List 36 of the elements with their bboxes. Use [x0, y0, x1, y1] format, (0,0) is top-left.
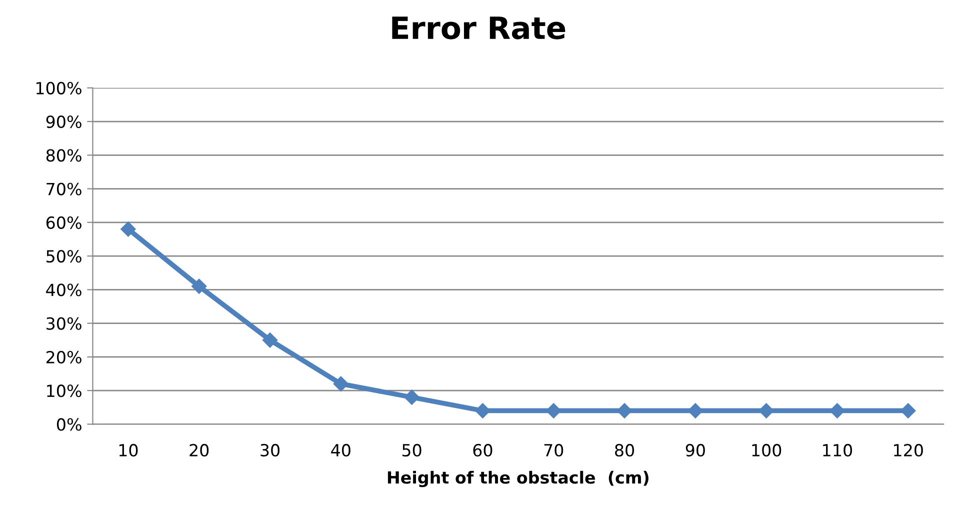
x-tick-label: 30 [260, 444, 280, 457]
y-tick-label: 50% [46, 250, 82, 263]
x-tick-label: 110 [823, 444, 852, 457]
x-tick-label: 70 [544, 444, 564, 457]
chart-title: Error Rate [392, 16, 566, 40]
y-tick-label: 100% [36, 82, 82, 94]
y-tick-label: 30% [46, 317, 82, 330]
y-tick-label: 40% [46, 284, 82, 296]
point [688, 403, 703, 418]
point [758, 403, 774, 418]
point [333, 376, 348, 392]
point [404, 390, 420, 405]
y-tick-label: 0% [56, 418, 82, 431]
x-tick-label: 100 [752, 444, 782, 457]
y-tick-label: 70% [46, 182, 82, 196]
point [475, 403, 490, 418]
y-tick-label: 90% [46, 115, 82, 128]
x-axis-title: Height of the obstacle (cm) [388, 470, 648, 488]
point [546, 403, 562, 418]
point [830, 403, 845, 418]
y-tick-label: 60% [46, 216, 82, 229]
point [192, 278, 207, 294]
x-tick-label: 10 [119, 444, 138, 457]
x-tick-label: 40 [331, 444, 350, 457]
x-tick-label: 20 [190, 444, 209, 457]
y-tick-label: 20% [46, 350, 82, 364]
point [900, 403, 916, 418]
y-tick-label: 10% [47, 384, 82, 398]
x-tick-label: 90 [686, 444, 705, 457]
x-tick-label: 50 [402, 444, 422, 457]
y-tick-label: 80% [46, 149, 82, 162]
x-tick-label: 120 [894, 444, 923, 457]
point [262, 332, 278, 348]
x-tick-label: 80 [615, 444, 634, 457]
x-tick-label: 60 [473, 444, 492, 457]
point [120, 222, 136, 237]
